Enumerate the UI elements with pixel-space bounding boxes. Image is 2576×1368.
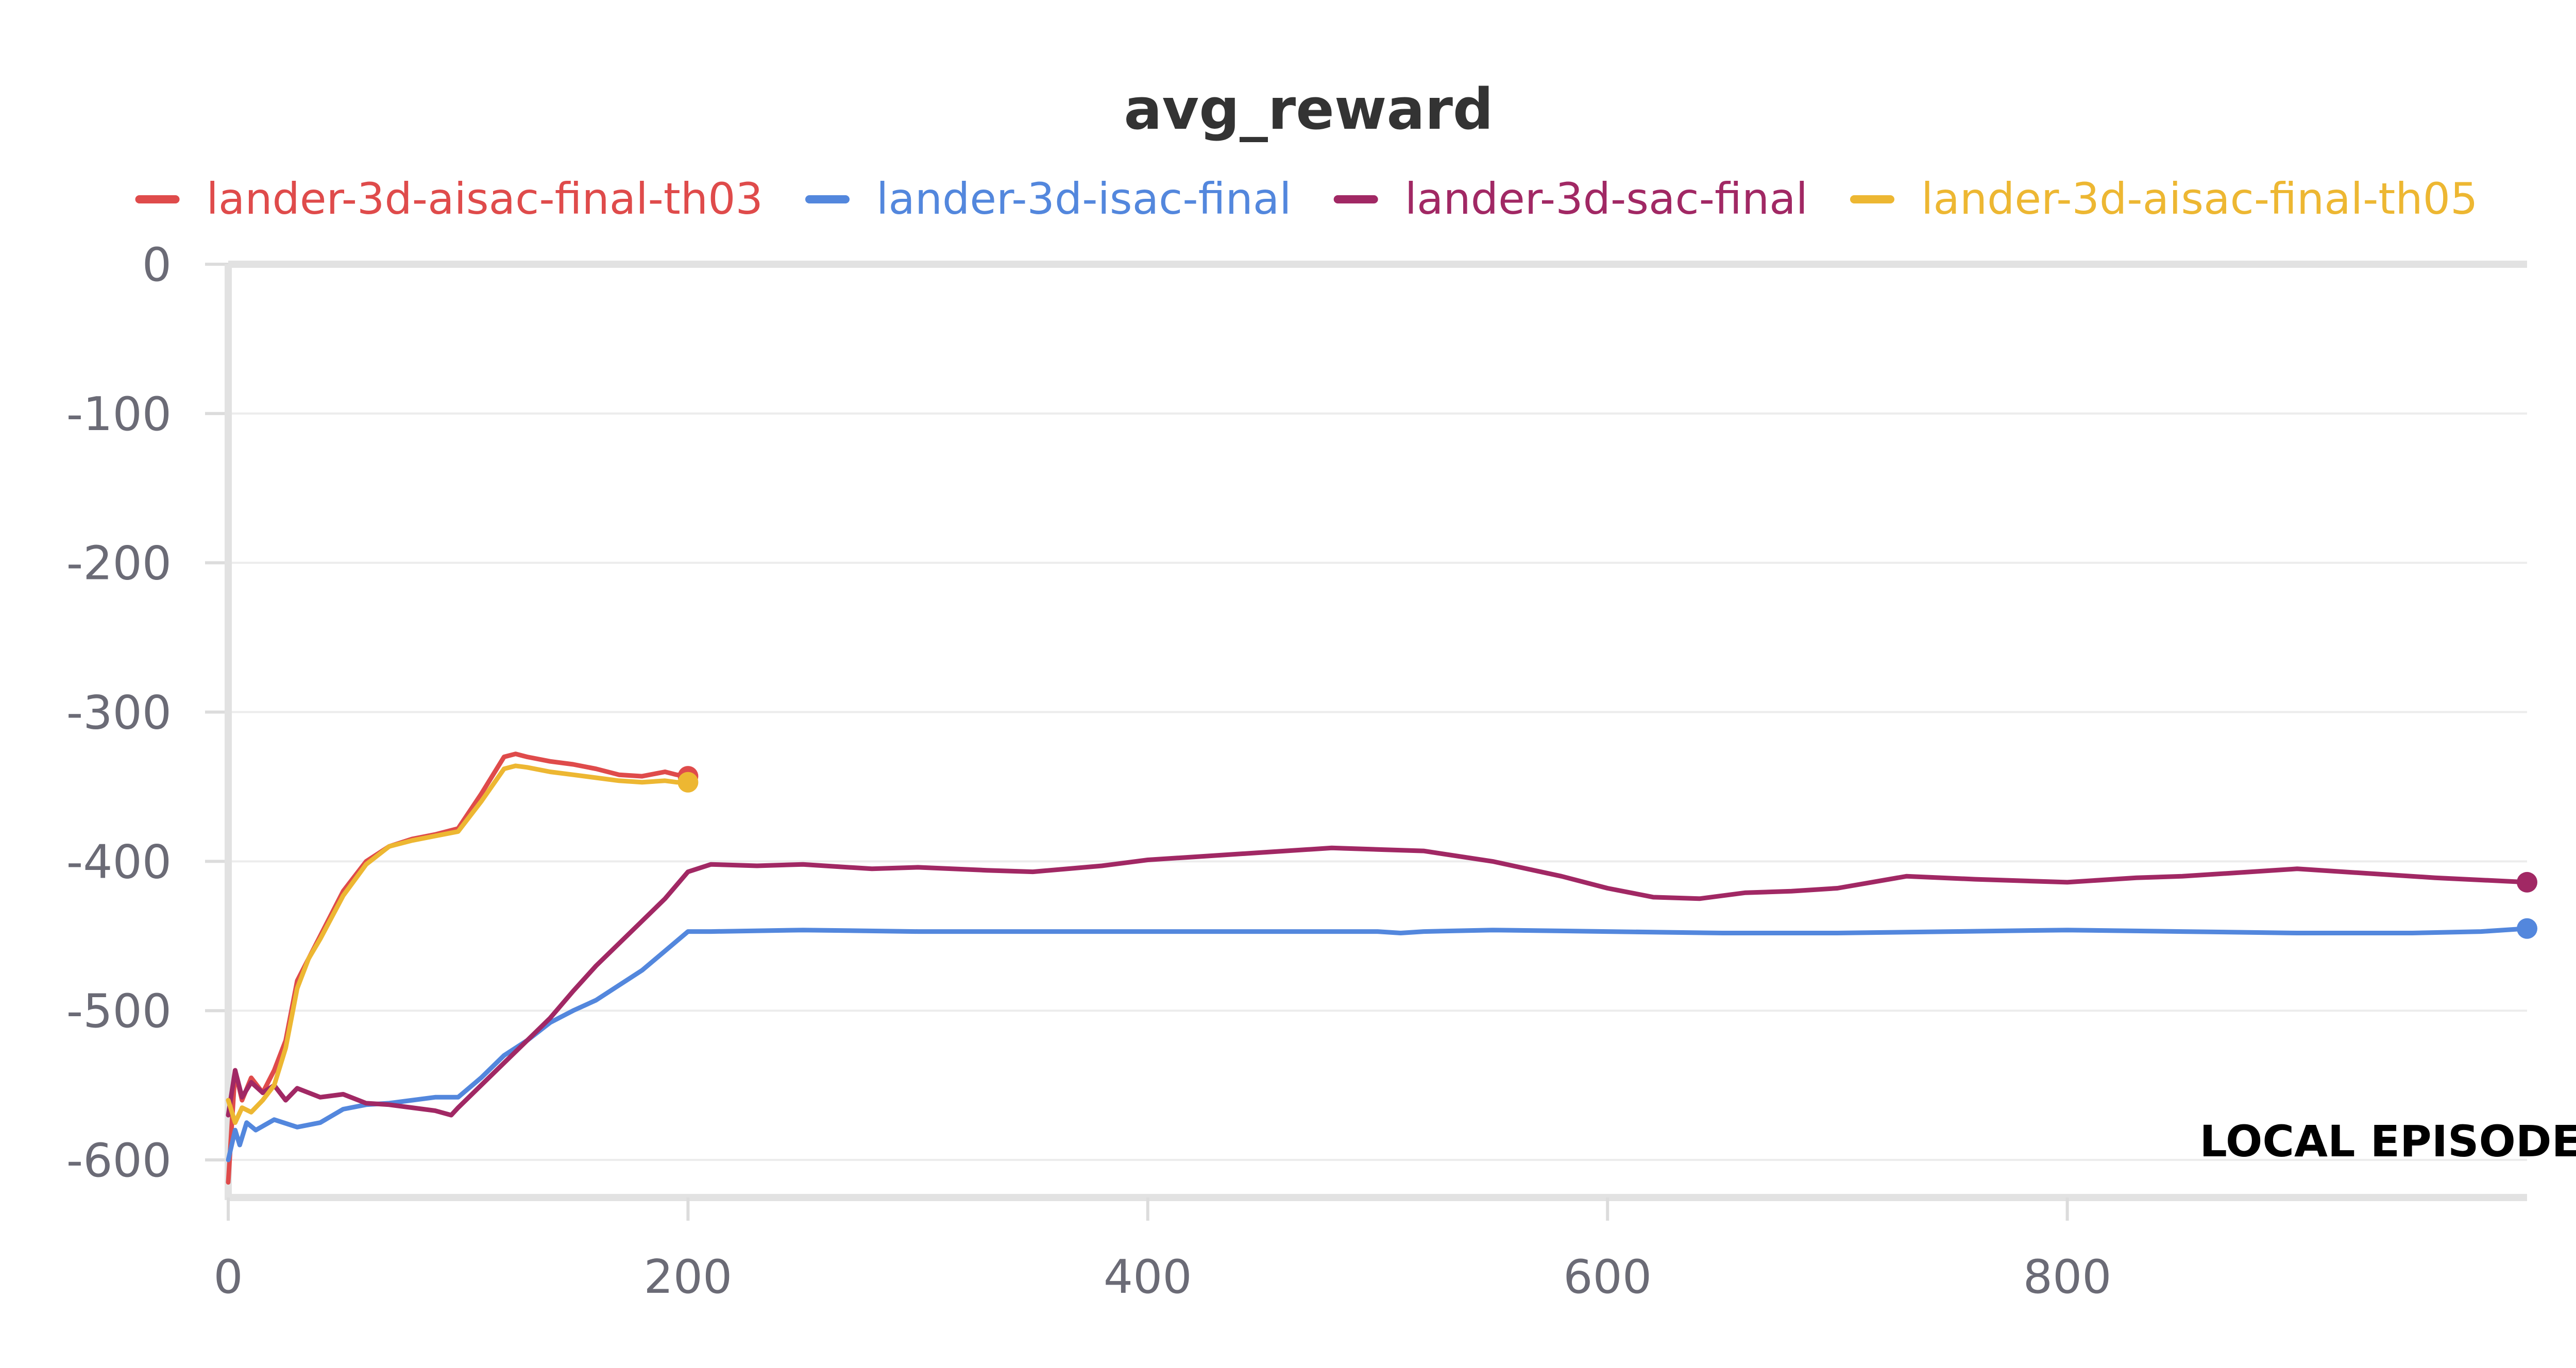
legend: lander-3d-aisac-final-th03 lander-3d-isac… [135, 174, 2478, 224]
tick-labels: 0 -100 -200 -300 -400 -500 -600 0 200 400 600 800 [66, 238, 2112, 1304]
x-tick-label: 800 [2023, 1250, 2112, 1304]
y-tick-label: -300 [66, 686, 172, 740]
y-tick-label: -600 [66, 1134, 172, 1188]
x-axis-label: LOCAL EPISODE [2199, 1116, 2576, 1167]
series-line-3 [226, 763, 690, 1125]
legend-label: lander-3d-aisac-final-th03 [207, 174, 763, 224]
y-tick-label: -100 [66, 387, 172, 441]
legend-label: lander-3d-sac-final [1405, 174, 1808, 224]
y-tick-label: -200 [66, 537, 172, 591]
x-tick-label: 0 [213, 1250, 243, 1304]
series-lines [226, 751, 2537, 1185]
x-tick-label: 200 [644, 1250, 733, 1304]
x-tick-label: 600 [1563, 1250, 1652, 1304]
series-line-0 [226, 751, 690, 1185]
y-tick-label: 0 [142, 238, 172, 292]
x-tick-label: 400 [1104, 1250, 1192, 1304]
legend-item-1[interactable]: lander-3d-isac-final [805, 174, 1292, 224]
series-end-point-3 [677, 772, 699, 793]
legend-item-3[interactable]: lander-3d-aisac-final-th05 [1850, 174, 2478, 224]
series-end-point-1 [2517, 918, 2537, 939]
series-line-2 [226, 845, 2530, 1118]
series-end-point-2 [2517, 871, 2537, 893]
legend-label: lander-3d-aisac-final-th05 [1921, 174, 2478, 224]
axes [205, 263, 2527, 1221]
grid [228, 261, 2527, 1161]
y-tick-label: -400 [66, 835, 172, 889]
chart-title: avg_reward [1124, 76, 1493, 142]
y-tick-label: -500 [66, 984, 172, 1038]
legend-item-2[interactable]: lander-3d-sac-final [1333, 174, 1808, 224]
legend-label: lander-3d-isac-final [876, 174, 1292, 224]
series-line-1 [226, 926, 2530, 1162]
legend-item-0[interactable]: lander-3d-aisac-final-th03 [135, 174, 763, 224]
